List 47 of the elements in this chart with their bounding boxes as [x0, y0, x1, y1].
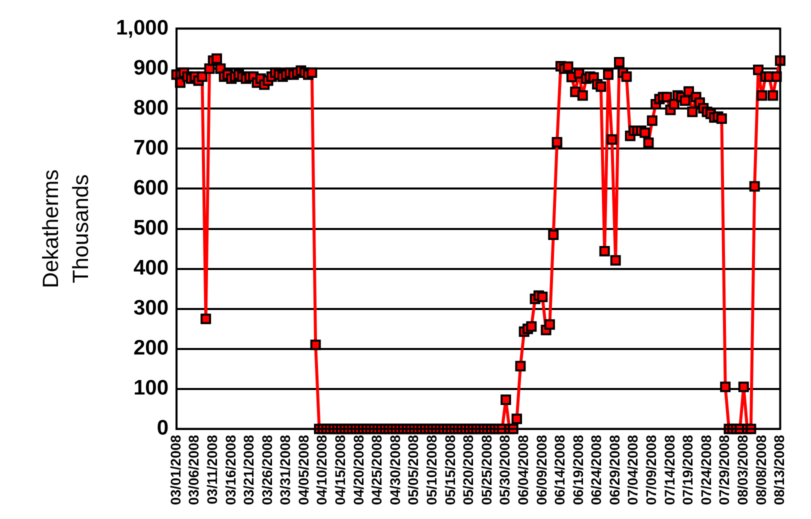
x-tick-label: 03/11/2008: [204, 434, 220, 504]
text: Thousands: [68, 174, 94, 284]
x-tick-label: 03/06/2008: [186, 434, 202, 506]
y-axis-title: Dekatherms: [38, 169, 64, 288]
y-tick-label: 400: [134, 256, 169, 280]
x-tick-label: 06/19/2008: [570, 434, 586, 506]
x-tick-label: 04/05/2008: [295, 434, 312, 506]
x-tick-label: 07/19/2008: [680, 434, 696, 506]
x-tick-label: 07/09/2008: [643, 434, 660, 506]
y-tick-label: 100: [134, 376, 169, 400]
x-tick-label: 03/31/2008: [277, 434, 294, 506]
y-tick-label: 1,000: [116, 16, 169, 40]
x-tick-label: 07/24/2008: [698, 434, 714, 506]
x-tick-label: 07/29/2008: [716, 434, 732, 506]
y-tick-label: 600: [134, 176, 169, 200]
x-tick-label: 05/30/2008: [496, 434, 513, 506]
x-tick-label: 07/04/2008: [624, 434, 641, 506]
x-tick-label: 03/26/2008: [258, 434, 275, 506]
y-tick-label: 900: [134, 56, 169, 80]
x-tick-label: 06/14/2008: [552, 434, 568, 506]
x-tick-label: 05/05/2008: [405, 434, 422, 506]
x-tick-label: 05/15/2008: [442, 434, 458, 506]
x-tick-label: 06/24/2008: [588, 434, 604, 506]
x-tick-label: 04/25/2008: [368, 434, 385, 506]
x-tick-label: 08/13/2008: [771, 434, 788, 506]
y-tick-label: 700: [134, 136, 169, 160]
x-tick-label: 04/30/2008: [386, 434, 403, 506]
y-tick-label: 500: [134, 216, 169, 240]
y-tick-label: 300: [134, 296, 169, 320]
x-tick-label: 06/09/2008: [533, 434, 550, 506]
x-tick-label: 03/16/2008: [222, 434, 238, 506]
x-tick-label: 06/04/2008: [514, 434, 531, 506]
y-tick-label: 0: [156, 416, 169, 440]
y-tick-label: 200: [134, 336, 169, 360]
x-tick-label: 07/14/2008: [661, 434, 678, 506]
x-tick-label: 06/29/2008: [606, 434, 622, 506]
x-tick-label: 03/01/2008: [167, 434, 184, 506]
x-tick-label: 08/03/2008: [734, 434, 750, 506]
x-tick-label: 04/15/2008: [332, 434, 348, 506]
x-tick-label: 03/21/2008: [240, 434, 257, 506]
y-tick-label: 800: [134, 96, 169, 120]
x-tick-label: 04/10/2008: [314, 434, 330, 506]
x-tick-label: 05/25/2008: [478, 434, 494, 506]
x-tick-label: 08/08/2008: [752, 434, 769, 506]
x-tick-label: 05/20/2008: [460, 434, 476, 506]
x-tick-label: 04/20/2008: [350, 434, 366, 506]
x-tick-label: 05/10/2008: [424, 434, 440, 506]
